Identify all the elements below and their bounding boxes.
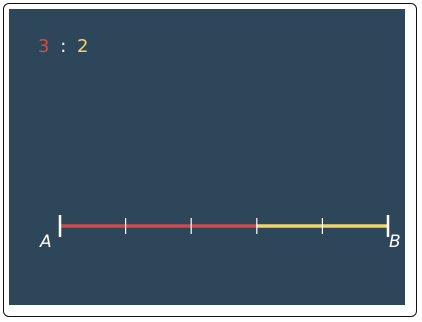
segment-group (58, 215, 390, 237)
ratio-label: 3 : 2 (38, 36, 89, 57)
point-a-label: A (39, 232, 52, 252)
ratio-separator: : (60, 36, 67, 57)
ratio-right-value: 2 (77, 36, 89, 57)
point-b-label: B (389, 232, 401, 252)
diagram-canvas (9, 9, 405, 305)
ratio-left-value: 3 (38, 36, 50, 57)
